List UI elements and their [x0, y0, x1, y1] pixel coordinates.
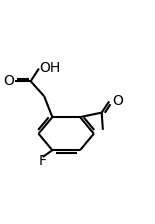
Text: OH: OH	[40, 61, 61, 75]
Text: F: F	[39, 154, 47, 168]
Text: O: O	[112, 94, 123, 108]
Text: O: O	[3, 74, 14, 88]
